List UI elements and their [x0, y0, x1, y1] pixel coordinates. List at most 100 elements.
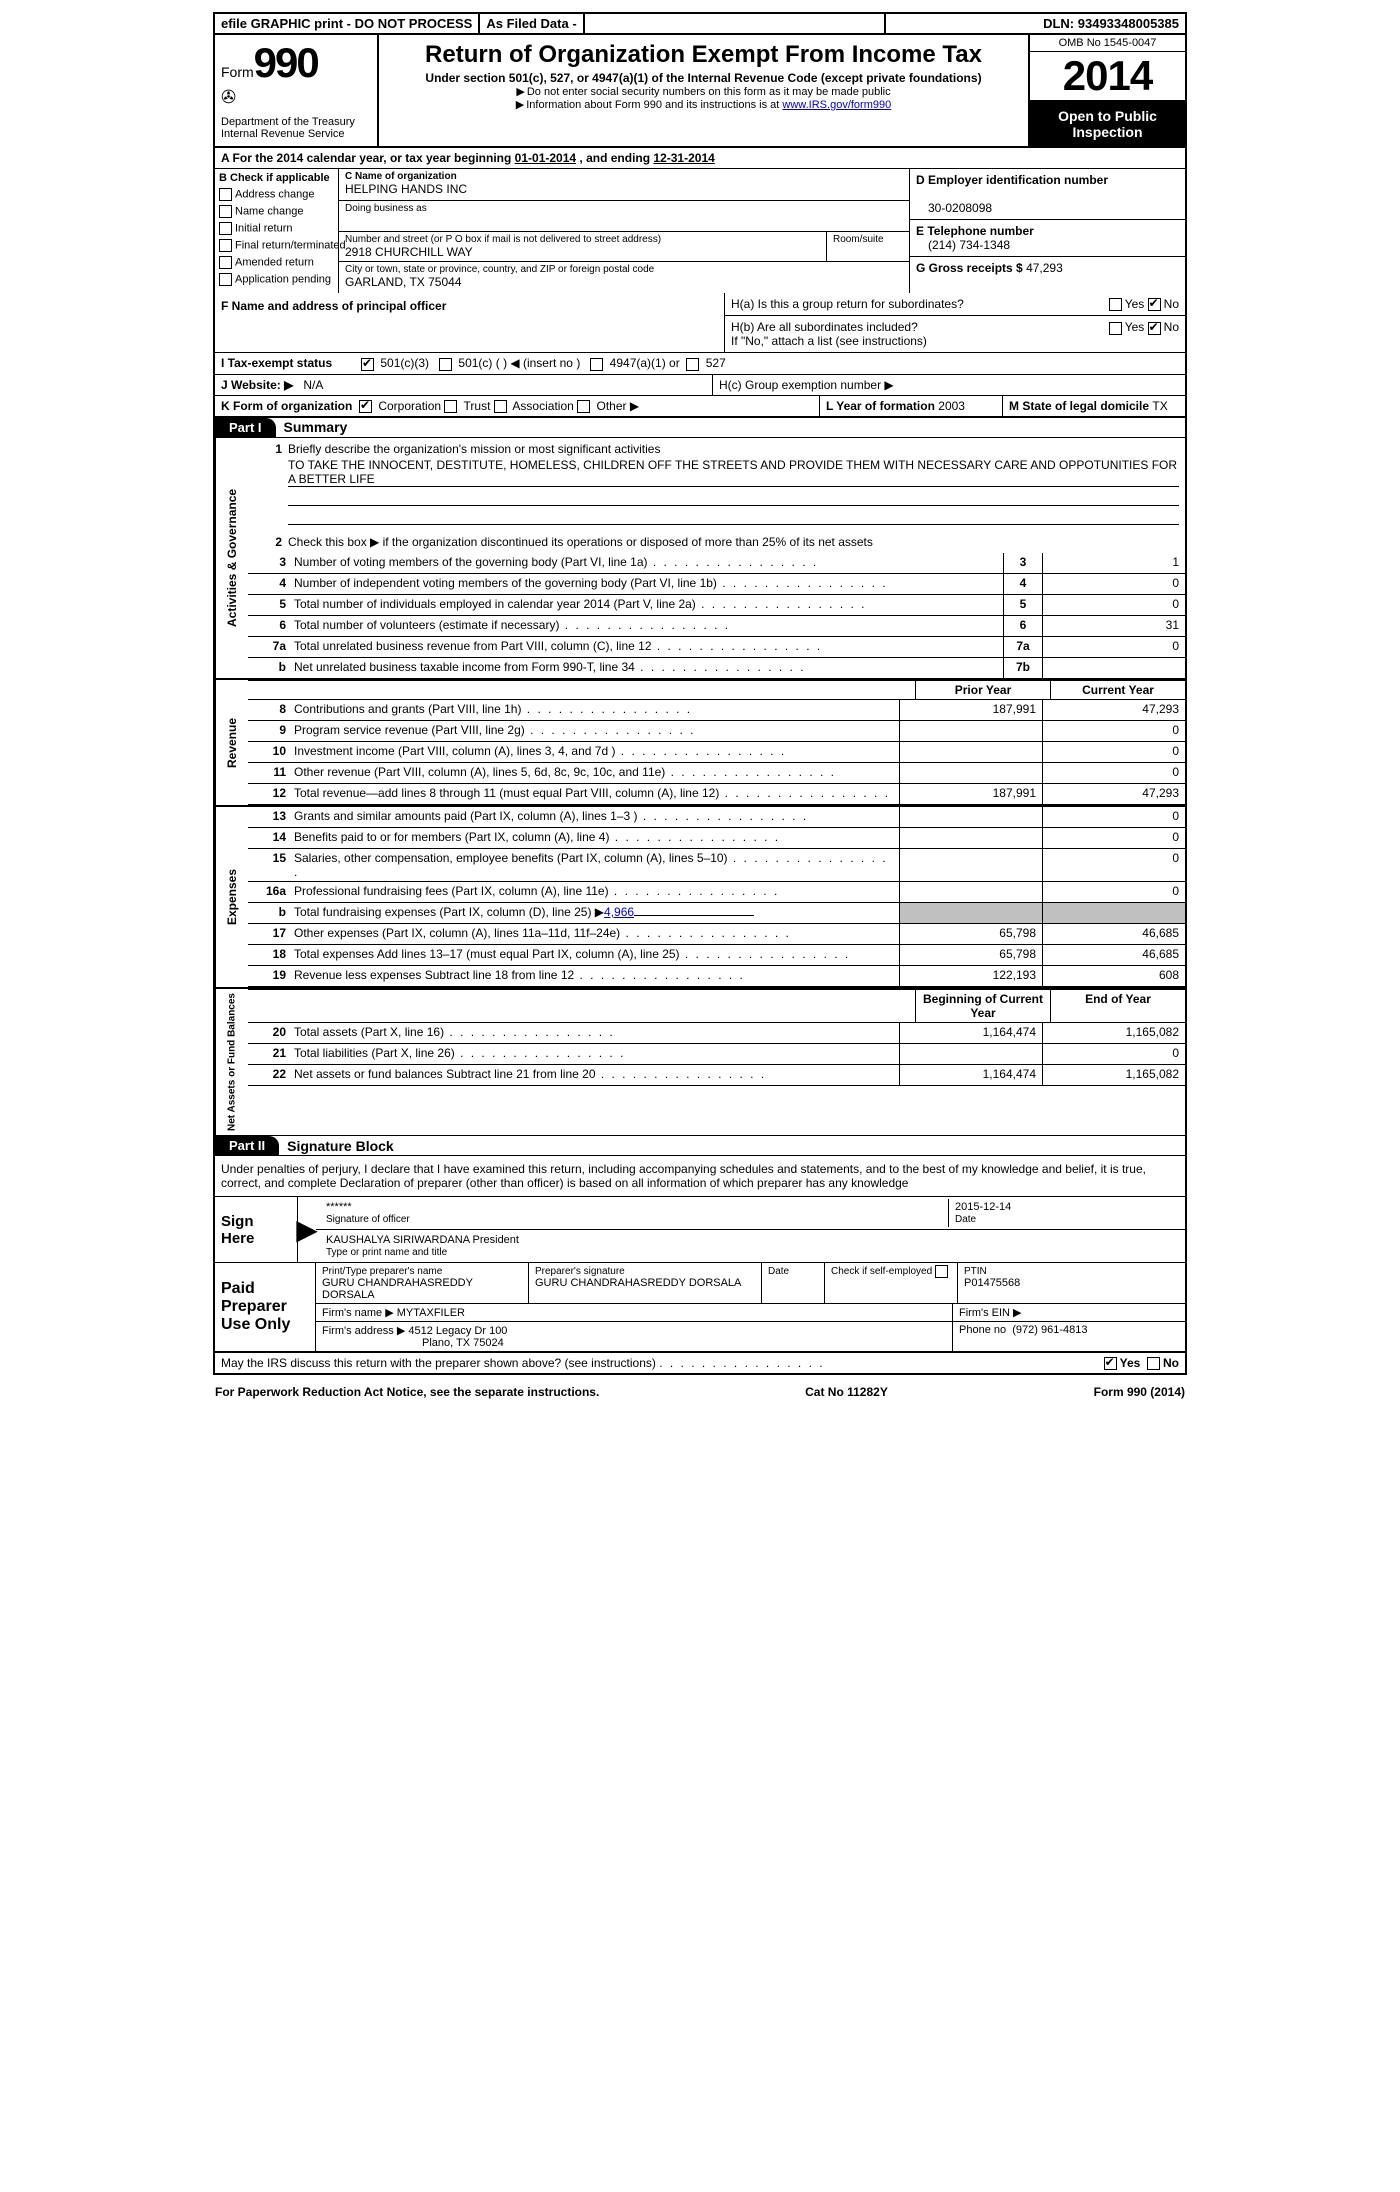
discontinued-check: Check this box ▶ if the organization dis… — [288, 535, 1179, 549]
header-right: OMB No 1545-0047 2014 Open to Public Ins… — [1030, 35, 1185, 146]
chk-4947[interactable] — [590, 358, 603, 371]
gov-line-5: 5 Total number of individuals employed i… — [248, 595, 1185, 616]
mission-text: TO TAKE THE INNOCENT, DESTITUTE, HOMELES… — [288, 458, 1179, 487]
chk-association[interactable] — [494, 400, 507, 413]
form-note2: Information about Form 990 and its instr… — [387, 98, 1020, 111]
officer-signature: ****** — [326, 1201, 352, 1213]
irs-discuss-row: May the IRS discuss this return with the… — [215, 1352, 1185, 1373]
sign-here-row: Sign Here ▶ ****** Signature of officer … — [215, 1197, 1185, 1263]
net-line-22: 22 Net assets or fund balances Subtract … — [248, 1065, 1185, 1086]
chk-ha-no[interactable] — [1148, 298, 1161, 311]
beginning-year-header: Beginning of Current Year — [915, 990, 1050, 1022]
gov-line-b: b Net unrelated business taxable income … — [248, 658, 1185, 678]
section-i-tax-status: I Tax-exempt status 501(c)(3) 501(c) ( )… — [215, 353, 1185, 374]
revenue-line-11: 11 Other revenue (Part VIII, column (A),… — [248, 763, 1185, 784]
revenue-line-10: 10 Investment income (Part VIII, column … — [248, 742, 1185, 763]
city-row: City or town, state or province, country… — [339, 262, 909, 293]
identity-block: B Check if applicable Address change Nam… — [215, 169, 1185, 293]
chk-trust[interactable] — [444, 400, 457, 413]
chk-final-return[interactable] — [219, 239, 232, 252]
vtab-expenses: Expenses — [215, 807, 248, 987]
address-row: Number and street (or P O box if mail is… — [339, 232, 909, 262]
revenue-line-8: 8 Contributions and grants (Part VIII, l… — [248, 700, 1185, 721]
chk-hb-yes[interactable] — [1109, 322, 1122, 335]
omb-number: OMB No 1545-0047 — [1030, 35, 1185, 52]
vtab-revenue: Revenue — [215, 680, 248, 805]
form-number-block: Form990 — [221, 39, 371, 87]
mission-block: 1 Briefly describe the organization's mi… — [248, 438, 1185, 553]
section-d-g: D Employer identification number 30-0208… — [909, 169, 1185, 293]
chk-self-employed[interactable] — [935, 1265, 948, 1278]
fundraising-link[interactable]: 4,966 — [604, 905, 634, 919]
firm-address2: Plano, TX 75024 — [322, 1337, 504, 1349]
dept-line2: Internal Revenue Service — [221, 128, 371, 140]
sign-arrow-icon: ▶ — [298, 1197, 316, 1262]
h-b-row: H(b) Are all subordinates included? If "… — [725, 316, 1185, 352]
chk-discuss-no[interactable] — [1147, 1357, 1160, 1370]
chk-amended-return[interactable] — [219, 256, 232, 269]
gov-line-6: 6 Total number of volunteers (estimate i… — [248, 616, 1185, 637]
revenue-line-9: 9 Program service revenue (Part VIII, li… — [248, 721, 1185, 742]
section-k-l-m: K Form of organization Corporation Trust… — [215, 396, 1185, 418]
gov-line-4: 4 Number of independent voting members o… — [248, 574, 1185, 595]
period-begin: 01-01-2014 — [515, 151, 576, 165]
phone-value: (214) 734-1348 — [916, 238, 1010, 252]
expense-line-15: 15 Salaries, other compensation, employe… — [248, 849, 1185, 882]
expense-lines: 13 Grants and similar amounts paid (Part… — [248, 807, 1185, 987]
ein-value: 30-0208098 — [916, 201, 992, 215]
net-line-20: 20 Total assets (Part X, line 16) 1,164,… — [248, 1023, 1185, 1044]
chk-other[interactable] — [577, 400, 590, 413]
cat-number: Cat No 11282Y — [805, 1385, 888, 1399]
chk-hb-no[interactable] — [1148, 322, 1161, 335]
gov-line-7a: 7a Total unrelated business revenue from… — [248, 637, 1185, 658]
expense-line-18: 18 Total expenses Add lines 13–17 (must … — [248, 945, 1185, 966]
chk-501c[interactable] — [439, 358, 452, 371]
firm-name: MYTAXFILER — [397, 1307, 465, 1319]
part-ii-title: Signature Block — [279, 1138, 394, 1154]
firm-address1: 4512 Legacy Dr 100 — [408, 1325, 507, 1337]
as-filed-label: As Filed Data - — [480, 14, 584, 33]
org-name-row: C Name of organization HELPING HANDS INC — [339, 169, 909, 201]
chk-527[interactable] — [686, 358, 699, 371]
net-line-21: 21 Total liabilities (Part X, line 26) 0 — [248, 1044, 1185, 1065]
chk-initial-return[interactable] — [219, 222, 232, 235]
chk-address-change[interactable] — [219, 188, 232, 201]
expense-line-13: 13 Grants and similar amounts paid (Part… — [248, 807, 1185, 828]
irs-link[interactable]: www.IRS.gov/form990 — [782, 99, 891, 111]
dln-cell: DLN: 93493348005385 — [886, 14, 1185, 33]
dln-value: 93493348005385 — [1078, 16, 1179, 31]
expense-line-14: 14 Benefits paid to or for members (Part… — [248, 828, 1185, 849]
chk-ha-yes[interactable] — [1109, 298, 1122, 311]
section-h: H(a) Is this a group return for subordin… — [725, 293, 1185, 352]
section-b-header: B Check if applicable — [219, 172, 334, 184]
gross-receipts-value: 47,293 — [1026, 261, 1063, 275]
chk-501c3[interactable] — [361, 358, 374, 371]
h-c-row: H(c) Group exemption number ▶ — [713, 375, 1185, 395]
end-year-header: End of Year — [1050, 990, 1185, 1022]
dln-label: DLN: — [1043, 16, 1074, 31]
net-col-headers: Beginning of Current Year End of Year — [248, 989, 1185, 1023]
chk-corporation[interactable] — [359, 400, 372, 413]
form-version: Form 990 (2014) — [1094, 1385, 1185, 1399]
dba-row: Doing business as — [339, 201, 909, 233]
revenue-line-12: 12 Total revenue—add lines 8 through 11 … — [248, 784, 1185, 805]
chk-discuss-yes[interactable] — [1104, 1357, 1117, 1370]
activities-governance-section: Activities & Governance 1 Briefly descri… — [215, 438, 1185, 680]
form-number: 990 — [254, 39, 318, 86]
vtab-governance: Activities & Governance — [215, 438, 248, 678]
header-center: Return of Organization Exempt From Incom… — [379, 35, 1030, 146]
dept-line1: Department of the Treasury — [221, 116, 371, 128]
state-domicile: TX — [1152, 399, 1167, 413]
expense-line-16a: 16a Professional fundraising fees (Part … — [248, 882, 1185, 903]
form-title: Return of Organization Exempt From Incom… — [387, 41, 1020, 69]
perjury-declaration: Under penalties of perjury, I declare th… — [215, 1156, 1185, 1197]
header-left: Form990 ✇ Department of the Treasury Int… — [215, 35, 379, 146]
gov-line-3: 3 Number of voting members of the govern… — [248, 553, 1185, 574]
phone-block: E Telephone number (214) 734-1348 — [910, 220, 1185, 257]
chk-name-change[interactable] — [219, 205, 232, 218]
chk-application-pending[interactable] — [219, 273, 232, 286]
section-c-org-info: C Name of organization HELPING HANDS INC… — [339, 169, 909, 293]
form-label: Form — [221, 64, 254, 80]
form-990-container: efile GRAPHIC print - DO NOT PROCESS As … — [213, 12, 1187, 1375]
topbar-spacer — [585, 14, 886, 33]
